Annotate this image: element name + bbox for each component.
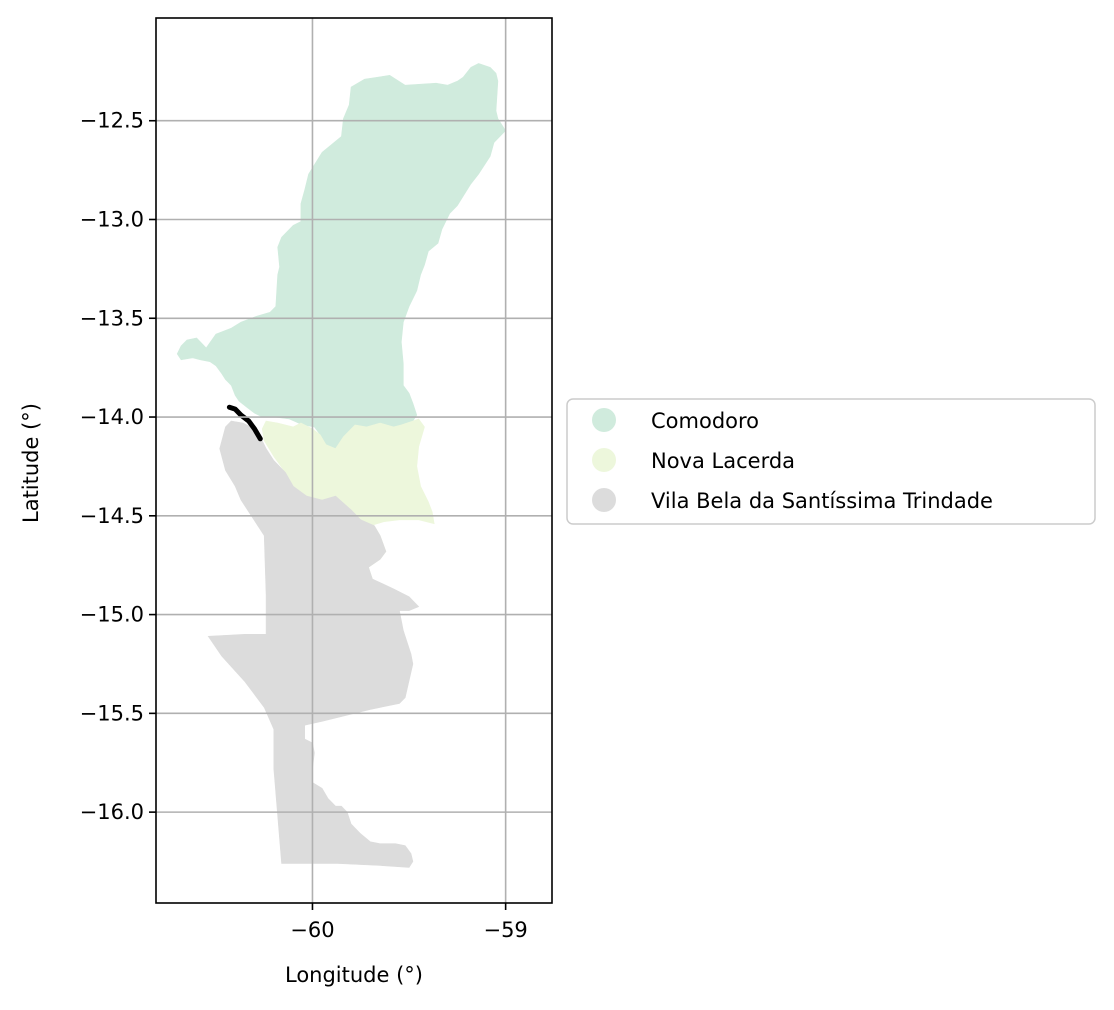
y-tick-label: −13.0 — [80, 207, 144, 231]
legend-label-comodoro: Comodoro — [651, 409, 759, 433]
legend-swatch-vila-bela-da-santissima-trindade — [592, 488, 616, 512]
x-tick-label: −60 — [290, 918, 334, 942]
y-axis-label: Latitude (°) — [19, 403, 43, 523]
y-tick-label: −16.0 — [80, 800, 144, 824]
y-tick-label: −15.5 — [80, 701, 144, 725]
region-vila-bela-da-santissima-trindade — [207, 420, 420, 868]
x-tick-label: −59 — [483, 918, 527, 942]
axes-frame — [155, 17, 553, 904]
grid-layer — [156, 18, 552, 903]
y-tick-label: −14.0 — [80, 405, 144, 429]
legend-swatch-comodoro — [592, 408, 616, 432]
ticks-layer: −60 −59 −12.5 −13.0 −13.5 −14.0 −14.5 −15.0 −15.… — [80, 109, 528, 942]
y-tick-label: −15.0 — [80, 603, 144, 627]
regions-layer — [176, 63, 506, 868]
legend: Comodoro Nova Lacerda Vila Bela da Santíss… — [566, 398, 1096, 525]
legend-label-vila-bela-da-santissima-trindade: Vila Bela da Santíssima Trindade — [651, 489, 993, 513]
legend-box — [566, 398, 1096, 525]
y-tick-label: −13.5 — [80, 306, 144, 330]
region-comodoro — [176, 63, 506, 449]
y-tick-label: −14.5 — [80, 504, 144, 528]
legend-label-nova-lacerda: Nova Lacerda — [651, 449, 795, 473]
highlight-layer — [226, 404, 263, 442]
y-tick-label: −12.5 — [80, 109, 144, 133]
legend-swatch-nova-lacerda — [592, 448, 616, 472]
highlight-segment — [226, 404, 263, 442]
x-axis-label: Longitude (°) — [285, 963, 423, 987]
